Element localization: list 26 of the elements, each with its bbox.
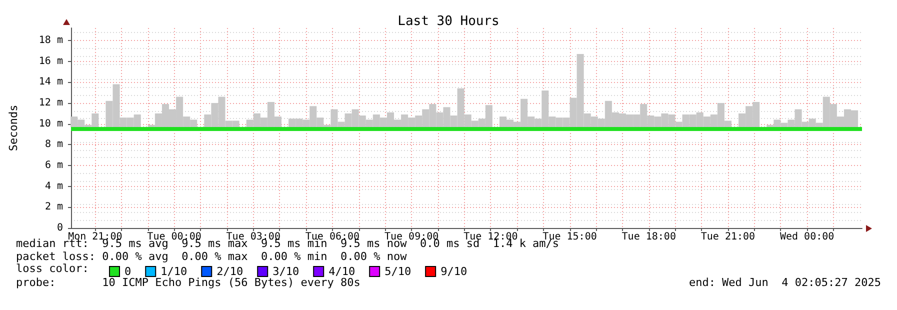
y-axis-title: Seconds	[7, 104, 20, 152]
y-tick-label: 8 m	[44, 139, 63, 150]
y-tick-label: 14 m	[38, 76, 63, 88]
chart-title: Last 30 Hours	[398, 14, 500, 29]
legend-label: 3/10	[272, 265, 300, 278]
text: packet loss: 0.00 % avg 0.00 % max 0.00 % min 0.00 % now	[16, 250, 408, 263]
legend-label: 0	[124, 265, 132, 278]
y-tick-label: 2 m	[44, 202, 63, 213]
legend-label: 5/10	[384, 265, 412, 278]
y-tick-label: 10 m	[38, 118, 63, 130]
text: end: Wed Jun 4 02:05:27 2025	[688, 276, 882, 289]
y-tick-label: 18 m	[38, 35, 63, 46]
legend-label: 4/10	[328, 265, 356, 278]
text: probe: 10 ICMP Echo Pings (56 Bytes) every 80s	[16, 276, 360, 289]
x-tick-label: Tue 21:00	[700, 232, 756, 242]
y-tick-label: 16 m	[38, 56, 63, 67]
legend-title: loss color:	[16, 262, 89, 275]
y-tick-label: 4 m	[44, 180, 63, 192]
y-tick-label: 6 m	[44, 160, 63, 171]
legend-label: 2/10	[216, 265, 244, 278]
legend-label: 1/10	[160, 265, 188, 278]
x-tick-label: Wed 00:00	[780, 232, 834, 242]
x-tick-label: Tue 18:00	[622, 232, 676, 242]
y-tick-label: 12 m	[38, 98, 63, 108]
legend-label: 9/10	[440, 265, 468, 278]
y-tick-label: 0	[56, 222, 63, 234]
